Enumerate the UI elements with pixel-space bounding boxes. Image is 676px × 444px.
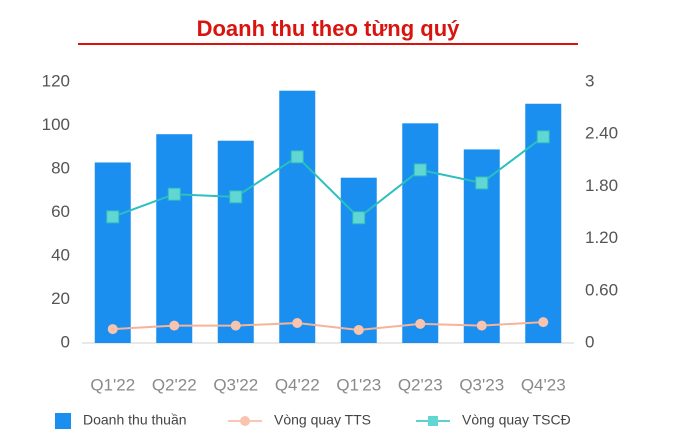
y2-tick-label: 3: [585, 71, 594, 90]
bar: [279, 90, 316, 343]
marker: [292, 317, 303, 328]
x-tick-label: Q4'22: [275, 375, 320, 394]
legend-label: Doanh thu thuần: [83, 412, 187, 428]
marker: [536, 130, 550, 144]
x-tick-label: Q4'23: [521, 375, 566, 394]
bar: [340, 177, 377, 343]
marker: [169, 320, 180, 331]
marker: [413, 163, 427, 177]
legend-swatch: [55, 413, 71, 429]
y2-tick-label: 1.80: [585, 176, 618, 195]
marker: [106, 210, 120, 224]
marker: [167, 187, 181, 201]
bar: [217, 140, 254, 343]
bar: [156, 134, 193, 343]
marker: [415, 318, 426, 329]
x-tick-label: Q3'23: [459, 375, 504, 394]
y-tick-label: 40: [51, 245, 70, 264]
x-tick-label: Q2'23: [398, 375, 443, 394]
marker: [538, 317, 549, 328]
legend-marker: [240, 416, 250, 426]
y-tick-label: 20: [51, 289, 70, 308]
bar: [94, 162, 131, 343]
marker: [352, 211, 366, 225]
legend-label: Vòng quay TSCĐ: [462, 412, 571, 428]
line: [112, 321, 544, 331]
y2-tick-label: 0: [585, 332, 594, 351]
marker: [107, 324, 118, 335]
x-tick-label: Q1'22: [90, 375, 135, 394]
y2-tick-label: 0.60: [585, 280, 618, 299]
legend-label: Vòng quay TTS: [274, 412, 371, 428]
y-tick-label: 120: [42, 71, 70, 90]
y-tick-label: 80: [51, 158, 70, 177]
x-tick-label: Q2'22: [152, 375, 197, 394]
y2-tick-label: 2.40: [585, 124, 618, 143]
bar: [525, 103, 562, 343]
bar: [402, 123, 439, 343]
marker: [229, 190, 243, 204]
legend-marker: [428, 416, 438, 426]
marker: [230, 320, 241, 331]
marker: [475, 176, 489, 190]
y2-tick-label: 1.20: [585, 228, 618, 247]
chart-title: Doanh thu theo từng quý: [197, 16, 461, 41]
y-tick-label: 60: [51, 202, 70, 221]
marker: [290, 150, 304, 164]
y-tick-label: 100: [42, 115, 70, 134]
x-tick-label: Q3'22: [213, 375, 258, 394]
marker: [353, 324, 364, 335]
x-tick-label: Q1'23: [336, 375, 381, 394]
line: [112, 136, 544, 220]
y-tick-label: 0: [61, 332, 70, 351]
marker: [476, 320, 487, 331]
